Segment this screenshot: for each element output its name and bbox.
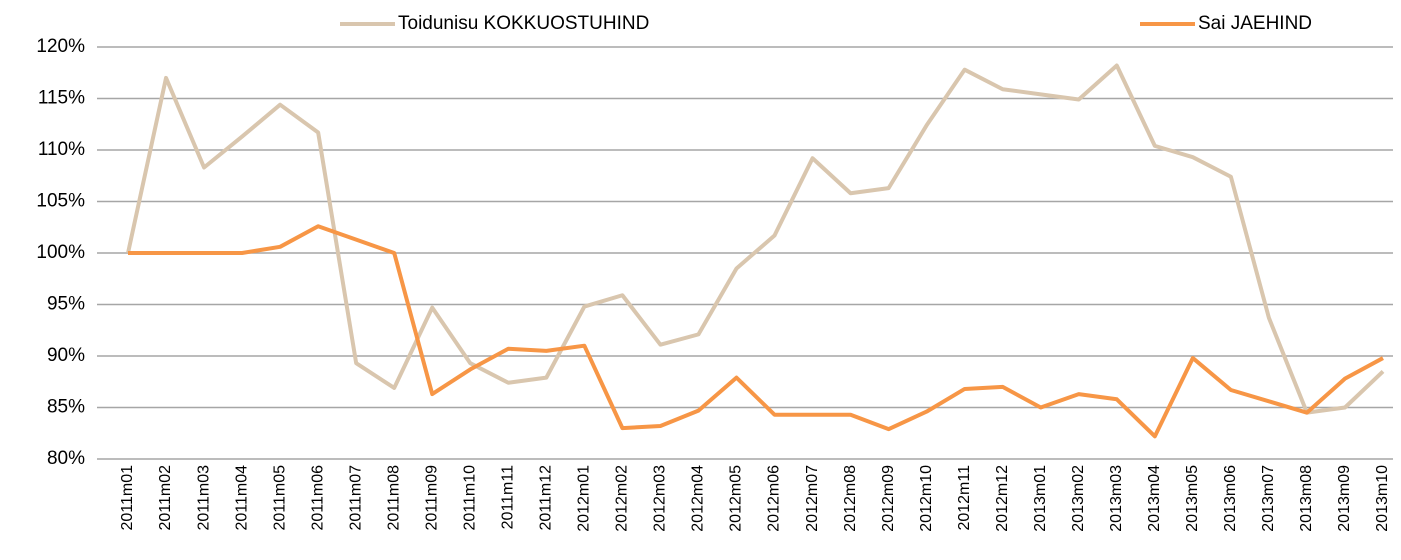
x-tick-label: 2012m02 bbox=[614, 465, 631, 532]
x-tick-label: 2011m04 bbox=[233, 465, 250, 531]
x-tick-label: 2011m03 bbox=[195, 465, 212, 531]
x-tick-label: 2011m08 bbox=[385, 465, 402, 531]
series-line bbox=[126, 63, 1385, 415]
y-tick-label: 85% bbox=[47, 397, 85, 418]
x-tick-label: 2012m09 bbox=[880, 465, 897, 532]
x-tick-label: 2013m06 bbox=[1222, 465, 1239, 532]
x-tick-label: 2013m05 bbox=[1184, 465, 1201, 532]
y-tick-label: 100% bbox=[36, 242, 85, 263]
legend-label: Sai JAEHIND bbox=[1198, 13, 1312, 34]
legend-label: Toidunisu KOKKUOSTUHIND bbox=[398, 13, 649, 34]
y-tick-label: 115% bbox=[38, 88, 85, 109]
y-tick-label: 105% bbox=[36, 191, 85, 212]
x-tick-label: 2013m03 bbox=[1108, 465, 1125, 532]
y-tick-label: 110% bbox=[38, 139, 85, 160]
x-tick-label: 2012m11 bbox=[956, 465, 973, 531]
x-tick-label: 2012m01 bbox=[576, 465, 593, 532]
x-tick-label: 2012m06 bbox=[766, 465, 783, 532]
x-tick-label: 2012m04 bbox=[690, 465, 707, 532]
x-tick-label: 2012m08 bbox=[842, 465, 859, 532]
x-tick-label: 2011m10 bbox=[461, 465, 478, 531]
x-tick-label: 2011m06 bbox=[309, 465, 326, 531]
x-tick-label: 2012m05 bbox=[728, 465, 745, 532]
x-tick-label: 2012m10 bbox=[918, 465, 935, 532]
y-tick-label: 120% bbox=[36, 36, 85, 57]
x-tick-label: 2013m01 bbox=[1032, 465, 1049, 532]
x-tick-label: 2011m11 bbox=[500, 465, 517, 529]
y-tick-label: 95% bbox=[47, 294, 85, 315]
x-tick-label: 2012m03 bbox=[652, 465, 669, 532]
series-line bbox=[128, 224, 1384, 439]
x-tick-label: 2013m02 bbox=[1070, 465, 1087, 532]
x-tick-label: 2011m02 bbox=[157, 465, 174, 531]
x-tick-label: 2013m08 bbox=[1298, 465, 1315, 532]
x-tick-label: 2013m04 bbox=[1146, 465, 1163, 532]
x-tick-label: 2011m01 bbox=[119, 465, 136, 531]
y-tick-label: 90% bbox=[47, 345, 85, 366]
x-tick-label: 2013m07 bbox=[1260, 465, 1277, 532]
x-tick-label: 2013m09 bbox=[1336, 465, 1353, 532]
x-tick-label: 2011m12 bbox=[538, 465, 555, 531]
x-tick-label: 2013m10 bbox=[1374, 465, 1391, 532]
x-tick-label: 2012m12 bbox=[994, 465, 1011, 532]
x-tick-label: 2011m05 bbox=[271, 465, 288, 531]
x-tick-label: 2012m07 bbox=[804, 465, 821, 532]
y-tick-label: 80% bbox=[47, 448, 85, 469]
x-tick-label: 2011m07 bbox=[347, 465, 364, 531]
x-tick-label: 2011m09 bbox=[423, 465, 440, 531]
